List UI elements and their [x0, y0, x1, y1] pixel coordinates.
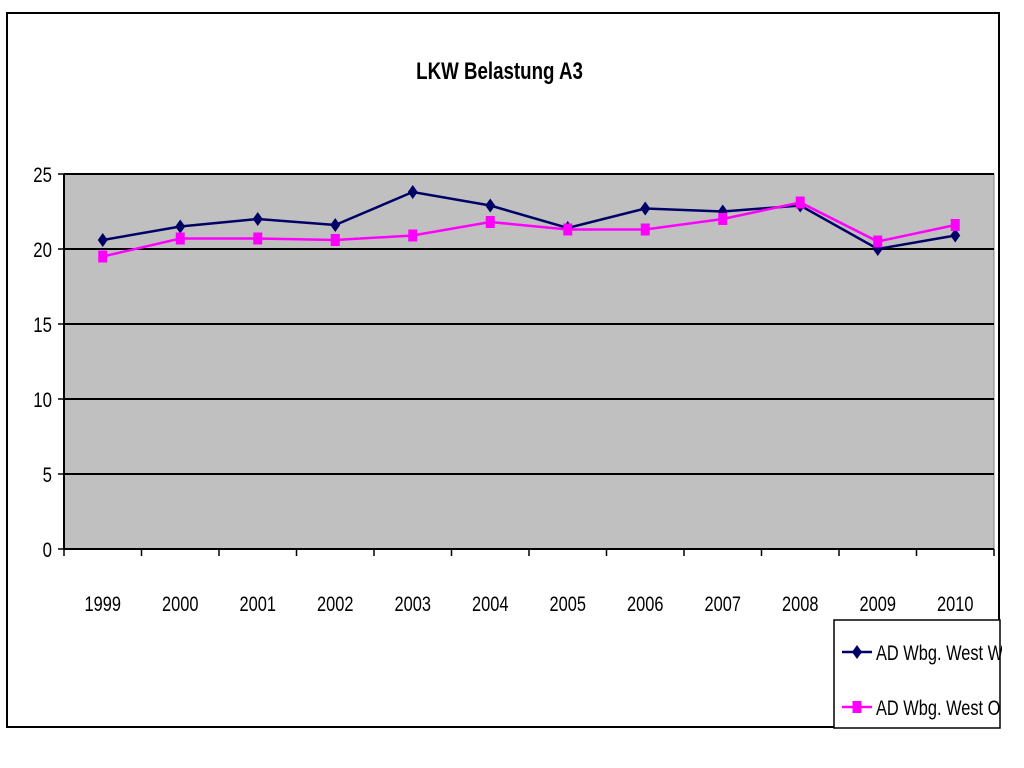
y-tick-label: 15 — [33, 314, 52, 337]
x-tick-label: 2003 — [395, 592, 431, 615]
series-line — [102, 190, 956, 251]
y-tick-label: 10 — [33, 389, 52, 412]
series-group — [97, 185, 961, 263]
data-point — [253, 232, 263, 245]
data-point — [330, 234, 340, 246]
data-point — [175, 232, 185, 245]
x-tick-label: 2008 — [782, 592, 818, 615]
data-point — [852, 701, 862, 713]
x-tick-label: 1999 — [85, 592, 121, 615]
legend-label: AD Wbg. West O — [876, 696, 1000, 719]
data-point — [718, 213, 728, 225]
y-tick-label: 0 — [43, 539, 52, 562]
data-point — [408, 229, 418, 242]
y-tick-label: 5 — [43, 464, 52, 487]
chart-title: LKW Belastung A3 — [416, 58, 583, 85]
series-2 — [98, 196, 960, 263]
data-point — [640, 223, 650, 236]
legend-label: AD Wbg. West W — [876, 641, 1002, 664]
x-tick-label: 2004 — [472, 592, 508, 615]
line-chart: LKW Belastung A3 0 5 10 15 20 25 1999 2000 2001 2… — [33, 58, 1002, 729]
y-tick-label: 20 — [33, 239, 52, 262]
data-point — [175, 219, 186, 234]
data-point — [852, 645, 862, 659]
x-tick-label: 2007 — [705, 592, 741, 615]
plot-area — [63, 173, 995, 550]
series-line — [102, 201, 956, 258]
x-tick-label: 2001 — [240, 592, 276, 615]
data-point — [98, 250, 108, 263]
x-tick-label: 2000 — [162, 592, 198, 615]
x-tick-label: 2006 — [627, 592, 663, 615]
data-point — [795, 196, 805, 209]
data-point — [950, 228, 961, 243]
legend-box — [833, 619, 1001, 729]
x-tick-label: 2009 — [860, 592, 896, 615]
x-tick-label: 2005 — [550, 592, 586, 615]
legend: AD Wbg. West W AD Wbg. West O — [833, 619, 1002, 729]
x-tick-label: 2002 — [317, 592, 353, 615]
x-tick-label: 2010 — [937, 592, 973, 615]
data-point — [330, 218, 341, 232]
y-tick-label: 25 — [33, 164, 52, 187]
data-point — [950, 219, 960, 231]
data-point — [485, 198, 496, 213]
data-point — [640, 201, 651, 216]
data-point — [407, 185, 418, 199]
axes: 0 5 10 15 20 25 1999 2000 2001 2002 2003 2004 2005 20… — [33, 164, 995, 615]
data-point — [485, 216, 495, 228]
data-point — [563, 223, 573, 236]
data-point — [252, 212, 263, 226]
gridlines — [64, 173, 994, 475]
data-point — [873, 235, 883, 248]
data-point — [97, 233, 108, 247]
chart-frame: LKW Belastung A3 0 5 10 15 20 25 1999 2000 2001 2… — [6, 12, 1002, 729]
